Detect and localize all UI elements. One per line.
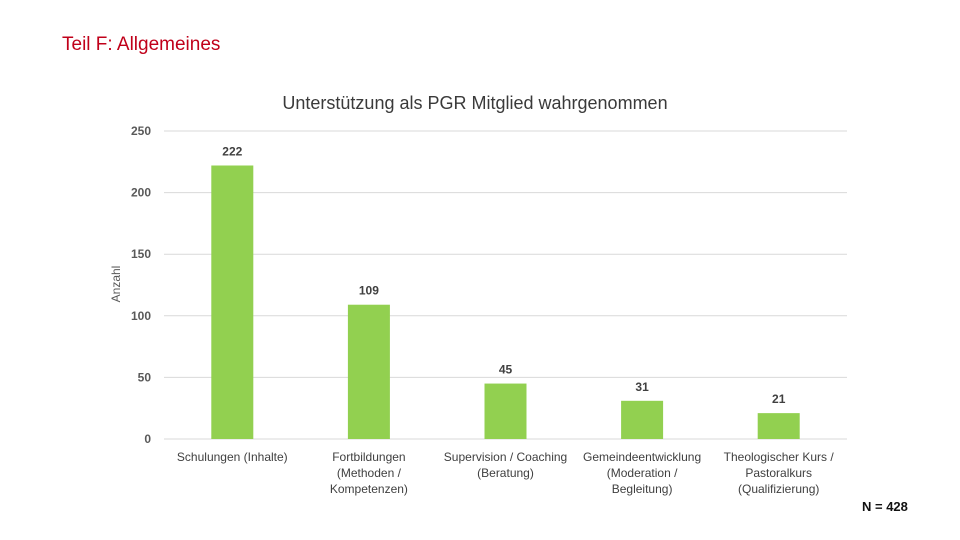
data-label: 222 xyxy=(222,144,242,158)
y-tick-label: 50 xyxy=(138,370,152,384)
y-tick-label: 100 xyxy=(131,309,151,323)
chart-title: Unterstützung als PGR Mitglied wahrgenom… xyxy=(282,93,667,113)
x-tick-label: Schulungen (Inhalte) xyxy=(177,450,288,464)
bar xyxy=(211,165,254,439)
x-axis-ticks: Schulungen (Inhalte) Fortbildungen (Method… xyxy=(177,450,834,496)
sample-size-note: N = 428 xyxy=(862,499,908,514)
y-axis-label: Anzahl xyxy=(109,266,123,303)
data-label: 31 xyxy=(635,380,649,394)
bar xyxy=(757,413,800,439)
y-tick-label: 0 xyxy=(144,432,151,446)
x-tick-label: Gemeindeentwicklung (Moderation / Begleitu… xyxy=(583,450,701,496)
page-title: Teil F: Allgemeines xyxy=(62,34,221,55)
x-tick-label: Fortbildungen (Methoden / Kompetenzen) xyxy=(330,450,408,496)
bar xyxy=(621,400,664,439)
bar xyxy=(347,304,390,439)
data-label: 21 xyxy=(772,392,786,406)
y-tick-label: 150 xyxy=(131,247,151,261)
y-tick-label: 200 xyxy=(131,186,151,200)
bar xyxy=(484,383,527,439)
data-label: 45 xyxy=(499,363,513,377)
y-tick-label: 250 xyxy=(131,124,151,138)
bars xyxy=(211,165,800,439)
data-label: 109 xyxy=(359,284,379,298)
x-tick-label: Supervision / Coaching (Beratung) xyxy=(444,450,567,480)
y-axis-ticks: 0 50 100 150 200 250 xyxy=(131,124,151,446)
x-tick-label: Theologischer Kurs / Pastoralkurs (Qualifi… xyxy=(724,450,835,496)
data-labels: 222 109 45 31 21 xyxy=(222,144,785,406)
